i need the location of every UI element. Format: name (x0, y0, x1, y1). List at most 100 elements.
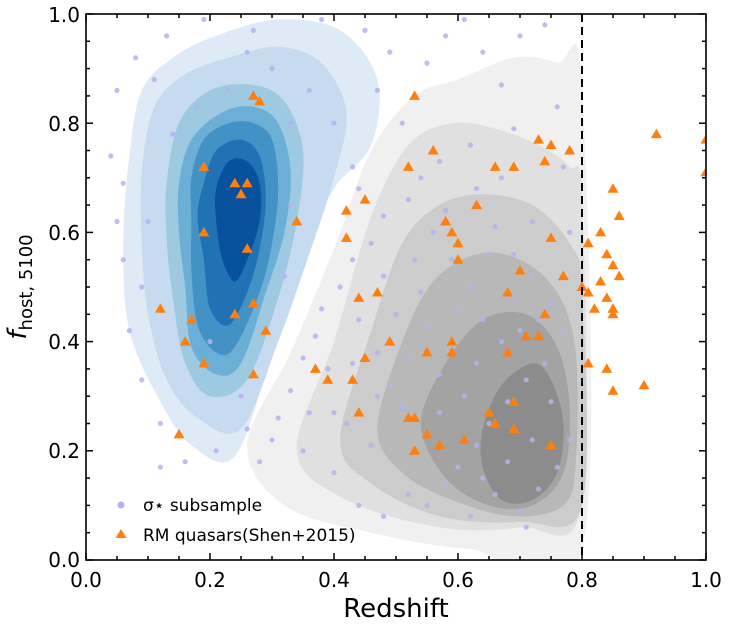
rm-quasar-point (409, 412, 421, 422)
rm-quasar-point (452, 254, 464, 264)
rm-quasar-point (638, 379, 650, 390)
subsample-point (467, 142, 473, 148)
subsample-point (387, 382, 393, 388)
y-axis-title-subscript: host, 5100 (16, 234, 37, 330)
gray-density-contour-level-6 (480, 363, 564, 504)
rm-quasar-point (340, 205, 352, 215)
subsample-point (517, 508, 523, 514)
rm-quasar-point (359, 194, 371, 204)
subsample-point (387, 49, 393, 55)
rm-quasar-point (409, 445, 421, 455)
subsample-point (536, 486, 542, 492)
subsample-point (474, 442, 480, 448)
rm-quasar-point (502, 287, 514, 297)
legend-circle-marker (117, 501, 125, 509)
subsample-point (529, 218, 536, 225)
subsample-point (492, 491, 498, 498)
rm-quasar-point (421, 428, 433, 439)
subsample-point (257, 459, 263, 465)
rm-quasar-point (539, 308, 551, 319)
subsample-point (374, 349, 380, 356)
subsample-point (511, 251, 517, 257)
subsample-point (368, 240, 374, 246)
rm-quasar-point (247, 297, 259, 308)
rm-quasar-point (254, 95, 266, 106)
rm-quasar-point (340, 232, 352, 242)
subsample-point (517, 328, 523, 334)
subsample-point (288, 120, 294, 126)
subsample-point (424, 60, 430, 66)
y-tick-label: 0.8 (48, 112, 80, 136)
subsample-point (517, 33, 523, 39)
rm-quasar-point (402, 161, 414, 171)
subsample-point (449, 257, 455, 263)
subsample-point (306, 410, 312, 416)
subsample-point (480, 475, 486, 481)
rm-quasar-points (154, 90, 706, 455)
subsample-point (492, 224, 498, 230)
rm-quasar-point (433, 439, 445, 450)
rm-quasar-point (173, 428, 185, 439)
rm-quasar-point (601, 292, 613, 302)
rm-quasar-point (179, 336, 191, 346)
rm-quasar-point (545, 232, 557, 242)
rm-quasar-point (347, 374, 359, 384)
subsample-point (145, 218, 151, 225)
subsample-point (529, 273, 536, 279)
subsample-point (381, 513, 387, 519)
x-tick-label: 0.0 (70, 568, 102, 592)
rm-quasar-point (613, 270, 625, 281)
subsample-point (114, 218, 120, 225)
subsample-point (281, 273, 287, 279)
rm-quasar-point (700, 166, 706, 177)
subsample-point (418, 175, 424, 181)
subsample-point (443, 33, 449, 39)
rm-quasar-point (440, 216, 452, 226)
subsample-point (399, 404, 405, 410)
rm-quasar-point (601, 363, 613, 373)
rm-quasar-point (198, 161, 210, 171)
sigma-subsample-density-contours (123, 19, 380, 463)
subsample-point (331, 120, 337, 126)
subsample-point (331, 470, 337, 476)
legend: σ⋆ subsample RM quasars(Shen+2015) (115, 496, 356, 546)
subsample-point (536, 317, 542, 323)
subsample-point (474, 360, 480, 366)
subsample-point (467, 284, 473, 290)
subsample-point (139, 377, 145, 383)
subsample-point (529, 437, 536, 443)
subsample-point (567, 437, 573, 443)
subsample-point (244, 426, 250, 432)
rm-quasar-point (582, 237, 594, 248)
rm-quasar-point (198, 357, 210, 368)
subsample-point (108, 153, 114, 159)
rm-quasar-point (446, 336, 458, 346)
subsample-point (213, 448, 219, 454)
subsample-point (436, 410, 442, 416)
subsample-point (325, 366, 331, 372)
subsample-point (424, 322, 430, 328)
subsample-point (554, 464, 560, 470)
subsample-point (182, 459, 188, 465)
subsample-point (461, 16, 467, 23)
y-tick-label: 0.4 (48, 330, 80, 354)
subsample-point (381, 213, 387, 219)
rm-quasar-point (514, 265, 526, 275)
rm-quasar-point (508, 423, 520, 433)
rm-quasar-point (607, 303, 619, 313)
subsample-point (455, 464, 461, 470)
subsample-point (195, 104, 201, 110)
rm-quasar-point (539, 155, 551, 166)
sigma-subsample-points (108, 16, 573, 530)
subsample-point (560, 328, 567, 334)
subsample-point (542, 22, 548, 28)
legend-triangle-marker (115, 529, 127, 538)
rm-quasar-point (427, 145, 439, 155)
subsample-point (250, 27, 256, 33)
rm-quasar-point (247, 368, 259, 379)
rm-quasar-point (229, 177, 241, 188)
subsample-point (443, 481, 449, 487)
x-axis-title: Redshift (343, 594, 449, 624)
subsample-point (133, 55, 139, 61)
subsample-point (486, 420, 492, 427)
